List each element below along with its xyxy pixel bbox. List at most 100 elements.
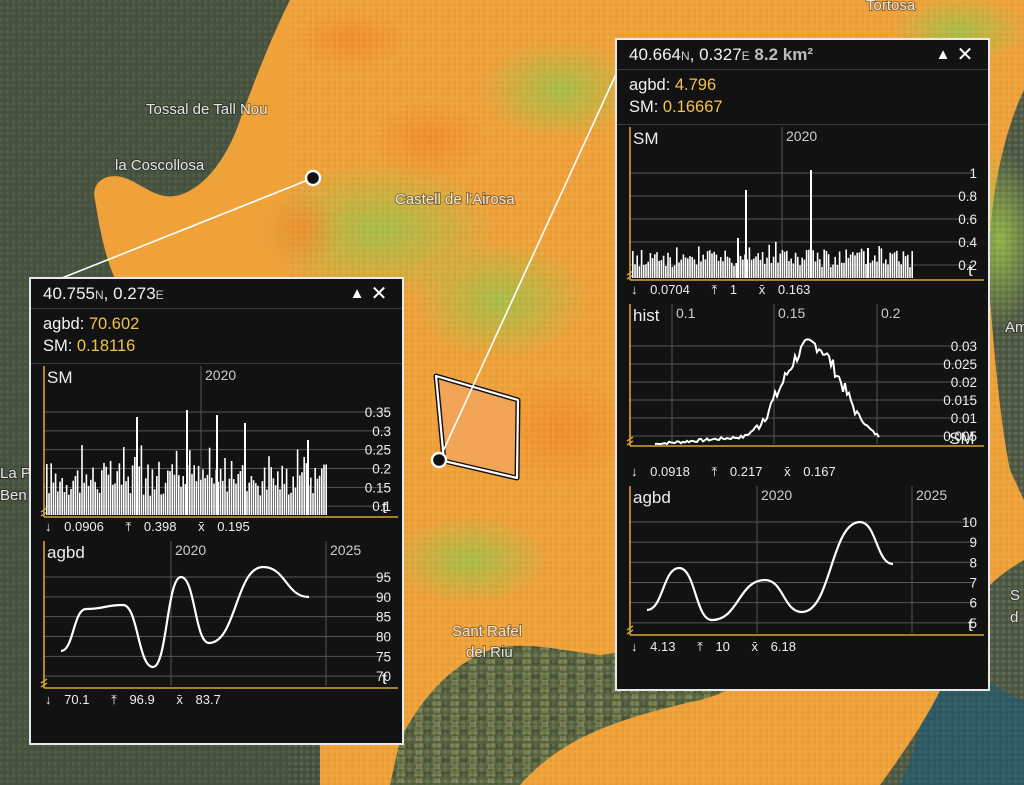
data-bar bbox=[863, 251, 865, 278]
data-bar bbox=[636, 255, 638, 278]
axis-break-icon bbox=[40, 678, 48, 688]
collapse-icon[interactable]: ▲ bbox=[935, 46, 951, 63]
coord-separator: , bbox=[103, 283, 114, 303]
data-bar bbox=[728, 257, 731, 278]
data-bar bbox=[314, 468, 316, 515]
data-bar bbox=[748, 247, 751, 278]
data-bar bbox=[841, 262, 843, 278]
data-bar bbox=[72, 480, 74, 515]
x-axis-label: t bbox=[968, 616, 973, 635]
data-bar bbox=[252, 480, 255, 515]
agbd-timeseries-chart[interactable]: 10 9 8 7 6 5 2020 2025 agbd t bbox=[617, 484, 988, 639]
data-bar bbox=[250, 476, 253, 515]
close-icon[interactable]: ✕ bbox=[956, 44, 974, 66]
data-bar bbox=[885, 259, 887, 278]
min-icon: ↓ bbox=[631, 282, 638, 297]
data-bar bbox=[219, 468, 222, 515]
agbd-value: 4.796 bbox=[674, 76, 717, 94]
mean-icon: x̄ bbox=[176, 692, 183, 707]
data-bar bbox=[902, 251, 905, 278]
agbd-stats: ↓ 4.13 ⤒ 10 x̄ 6.18 bbox=[617, 639, 988, 659]
values-summary: agbd: 70.602 SM: 0.18116 bbox=[31, 309, 402, 364]
data-bar bbox=[169, 471, 171, 515]
max-value: 96.9 bbox=[129, 692, 155, 707]
data-bar bbox=[83, 482, 85, 515]
data-bar bbox=[907, 254, 909, 278]
data-bar bbox=[259, 495, 261, 515]
chart-title: hist bbox=[633, 306, 660, 325]
data-bar bbox=[836, 264, 839, 278]
data-bar bbox=[682, 254, 685, 278]
chart-title: SM bbox=[633, 129, 659, 148]
data-bar bbox=[228, 478, 231, 515]
y-tick-label: 90 bbox=[376, 590, 391, 605]
year-label: 2020 bbox=[205, 367, 236, 383]
histogram-line bbox=[654, 338, 880, 446]
data-bar bbox=[764, 263, 766, 278]
y-tick-label: 0.2 bbox=[958, 258, 977, 273]
sm-timeseries-chart[interactable]: 1 0.8 0.6 0.4 0.2 2020 SM t bbox=[617, 125, 988, 282]
y-tick-label: 7 bbox=[969, 576, 977, 591]
y-tick-label: 0.2 bbox=[372, 462, 391, 477]
min-icon: ↓ bbox=[45, 692, 52, 707]
data-bar bbox=[799, 265, 801, 278]
data-bar bbox=[50, 463, 52, 515]
data-bar bbox=[651, 258, 654, 278]
chart-title: agbd bbox=[633, 488, 671, 507]
data-bar bbox=[825, 250, 828, 278]
mean-stat: x̄ 0.167 bbox=[784, 464, 845, 479]
agbd-timeseries-chart[interactable]: 95 90 85 80 75 70 2020 2025 agbd t bbox=[31, 539, 402, 692]
mean-value: 6.18 bbox=[770, 639, 796, 654]
data-bar bbox=[204, 478, 206, 515]
data-bar bbox=[746, 259, 748, 278]
max-value: 10 bbox=[715, 639, 730, 654]
mean-value: 0.195 bbox=[217, 519, 250, 534]
data-bar bbox=[81, 445, 83, 515]
data-bar bbox=[101, 470, 103, 515]
data-bar bbox=[222, 480, 224, 515]
data-bar bbox=[158, 461, 160, 515]
data-bar bbox=[292, 476, 294, 515]
close-icon[interactable]: ✕ bbox=[370, 283, 388, 305]
data-bar bbox=[783, 251, 786, 278]
data-bar bbox=[647, 261, 649, 278]
data-bar bbox=[288, 494, 290, 515]
data-bar bbox=[713, 251, 715, 278]
x-axis-label: t bbox=[382, 669, 387, 688]
data-bar bbox=[739, 256, 742, 278]
data-bar bbox=[711, 253, 713, 278]
data-bar bbox=[834, 256, 836, 278]
data-bar bbox=[823, 249, 825, 278]
data-bar bbox=[849, 254, 852, 278]
collapse-icon[interactable]: ▲ bbox=[349, 285, 365, 302]
data-bar bbox=[261, 481, 264, 515]
data-bar bbox=[731, 262, 733, 278]
mean-value: 83.7 bbox=[195, 692, 221, 707]
sm-histogram-chart[interactable]: 0.03 0.025 0.02 0.015 0.01 0.005 0.1 0.15 0.2 his… bbox=[617, 302, 988, 464]
data-bar bbox=[57, 491, 59, 515]
data-bar bbox=[882, 263, 885, 278]
data-bar bbox=[226, 491, 228, 515]
axis-break-icon bbox=[626, 625, 634, 635]
max-stat: ⤒ 10 bbox=[697, 639, 739, 654]
data-bar bbox=[277, 471, 279, 515]
data-bar bbox=[127, 476, 129, 515]
area-value: 8.2 km² bbox=[754, 44, 814, 64]
data-bar bbox=[662, 255, 665, 278]
min-icon: ↓ bbox=[631, 639, 638, 654]
data-bar bbox=[114, 483, 116, 515]
data-bar bbox=[640, 249, 643, 278]
data-bar bbox=[660, 259, 663, 278]
sm-timeseries-panel: 0.35 0.3 0.25 0.2 0.15 0.1 2020 SM t ↓ 0.0906 ⤒ … bbox=[31, 364, 402, 539]
data-bar bbox=[63, 492, 66, 515]
max-stat: ⤒ 0.217 bbox=[712, 464, 772, 479]
data-bar bbox=[272, 478, 275, 515]
sm-stats: ↓ 0.0906 ⤒ 0.398 x̄ 0.195 bbox=[31, 519, 402, 539]
max-icon: ⤒ bbox=[711, 282, 718, 297]
longitude-value: 0.273 bbox=[113, 283, 156, 303]
data-bar bbox=[235, 483, 237, 515]
data-bar bbox=[634, 264, 636, 278]
min-icon: ↓ bbox=[631, 464, 638, 479]
data-bar bbox=[673, 265, 676, 278]
sm-timeseries-chart[interactable]: 0.35 0.3 0.25 0.2 0.15 0.1 2020 SM t bbox=[31, 364, 402, 519]
